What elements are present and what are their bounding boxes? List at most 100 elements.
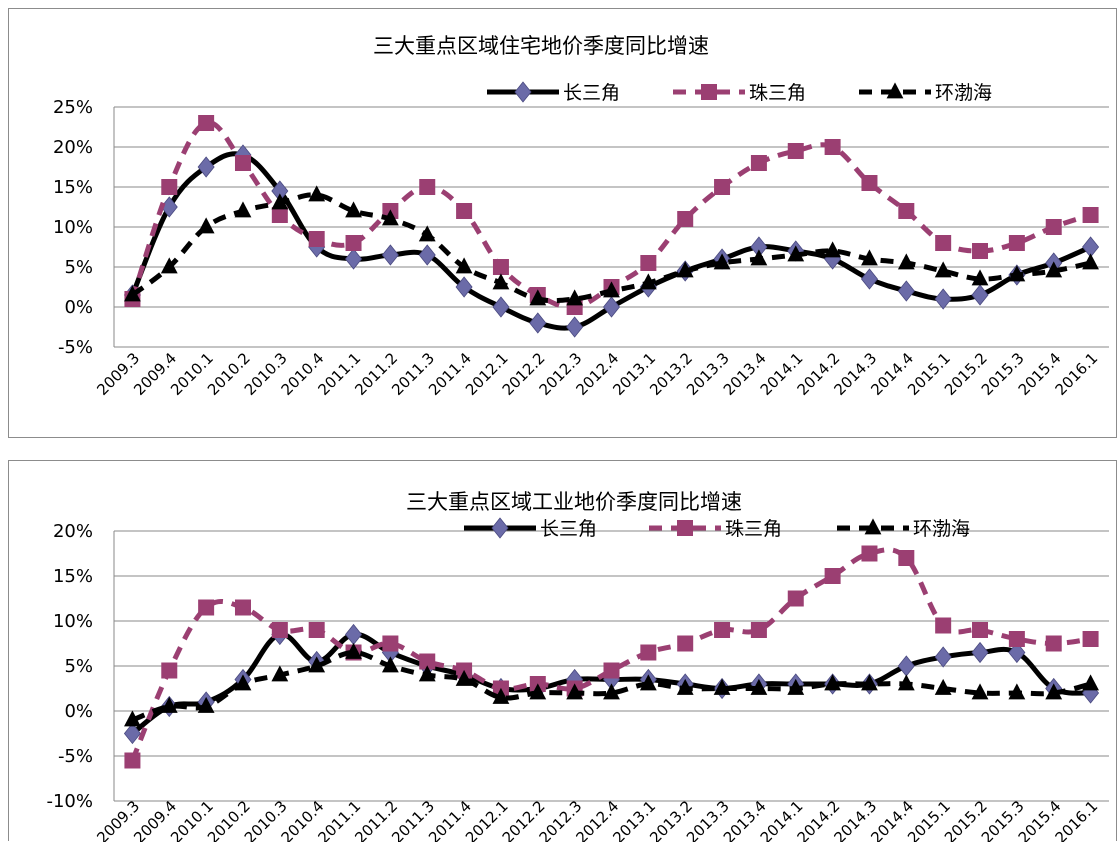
data-point-square xyxy=(419,653,436,670)
data-point-square xyxy=(714,622,731,638)
data-point-diamond xyxy=(1008,641,1026,664)
data-point-triangle xyxy=(934,678,952,695)
data-point-diamond xyxy=(492,296,510,318)
data-point-triangle xyxy=(566,289,584,306)
data-point-square xyxy=(271,207,288,223)
data-point-triangle xyxy=(455,669,473,686)
data-point-square xyxy=(750,622,767,638)
x-axis: 2009.32009.42010.12010.22010.32010.42011… xyxy=(93,797,1101,842)
y-tick-label: -5% xyxy=(58,746,93,767)
data-point-diamond xyxy=(123,722,141,745)
data-point-square xyxy=(345,235,362,251)
data-point-square xyxy=(234,155,251,171)
data-point-square xyxy=(1045,635,1062,652)
series-1 xyxy=(123,144,1100,338)
y-tick-label: 15% xyxy=(53,177,93,198)
legend-label: 长三角 xyxy=(563,82,620,104)
data-point-triangle xyxy=(124,710,141,727)
series-line xyxy=(131,650,1092,723)
data-point-triangle xyxy=(713,678,731,695)
data-point-square xyxy=(234,599,251,616)
data-point-square xyxy=(640,644,657,661)
data-point-triangle xyxy=(234,201,252,218)
data-point-triangle xyxy=(861,249,878,266)
data-point-square xyxy=(972,622,989,638)
y-tick-label: 5% xyxy=(64,257,93,278)
data-point-triangle xyxy=(381,656,399,673)
data-point-triangle xyxy=(418,665,436,682)
data-point-square xyxy=(972,243,989,259)
data-point-square xyxy=(714,179,731,195)
data-point-triangle xyxy=(824,674,842,691)
data-point-triangle xyxy=(639,674,657,691)
data-point-diamond xyxy=(897,280,915,302)
data-point-triangle xyxy=(886,82,904,99)
data-point-diamond xyxy=(897,655,915,677)
y-tick-label: 0% xyxy=(64,701,93,722)
y-tick-label: 10% xyxy=(53,611,93,632)
data-point-triangle xyxy=(197,217,215,234)
data-point-square xyxy=(640,255,657,271)
data-point-square xyxy=(750,155,767,171)
data-point-triangle xyxy=(271,193,289,210)
data-point-triangle xyxy=(713,253,731,270)
data-point-triangle xyxy=(160,257,178,274)
chart-title: 三大重点区域住宅地价季度同比增速 xyxy=(373,34,709,58)
y-tick-label: -5% xyxy=(58,337,93,358)
data-point-triangle xyxy=(639,273,657,290)
data-point-triangle xyxy=(787,245,805,262)
data-point-triangle xyxy=(381,209,399,226)
y-tick-label: 20% xyxy=(53,137,93,158)
data-point-triangle xyxy=(750,249,768,266)
data-point-triangle xyxy=(676,678,694,695)
chart-title: 三大重点区域工业地价季度同比增速 xyxy=(406,490,742,514)
data-point-triangle xyxy=(787,678,805,695)
data-point-square xyxy=(271,622,288,638)
data-point-triangle xyxy=(455,257,473,274)
x-axis: 2009.32009.42010.12010.22010.32010.42011… xyxy=(93,349,1101,399)
data-point-triangle xyxy=(234,674,252,691)
data-point-square xyxy=(1082,207,1099,223)
data-point-square xyxy=(382,635,399,652)
y-tick-label: 10% xyxy=(53,217,93,238)
legend: 长三角 珠三角 环渤海 xyxy=(487,81,992,104)
data-point-triangle xyxy=(897,674,915,691)
data-point-triangle xyxy=(1082,674,1099,691)
industrial-land-price-chart: 三大重点区域工业地价季度同比增速 -10% -5% 0% 5% 10% 15% 20% 200… xyxy=(46,490,1109,842)
y-tick-label: 15% xyxy=(53,566,93,587)
data-point-square xyxy=(1008,235,1025,251)
data-point-square xyxy=(935,617,952,634)
data-point-square xyxy=(1045,219,1062,235)
series-3 xyxy=(124,642,1099,727)
y-axis: -10% -5% 0% 5% 10% 15% 20% xyxy=(46,521,93,812)
data-point-triangle xyxy=(934,261,952,278)
data-point-square xyxy=(308,622,325,638)
data-point-diamond xyxy=(418,244,436,266)
data-point-square xyxy=(677,635,694,652)
data-point-triangle xyxy=(345,642,362,659)
data-point-triangle xyxy=(603,281,620,298)
data-point-diamond xyxy=(491,517,509,539)
data-point-triangle xyxy=(566,683,584,700)
data-point-diamond xyxy=(529,312,547,334)
data-point-triangle xyxy=(529,683,547,700)
data-point-square xyxy=(492,259,509,275)
data-point-square xyxy=(898,203,915,219)
legend-label: 环渤海 xyxy=(935,82,992,104)
data-point-triangle xyxy=(308,185,326,202)
data-point-diamond xyxy=(971,284,989,306)
data-point-triangle xyxy=(529,289,547,306)
data-point-triangle xyxy=(160,696,178,713)
data-point-diamond xyxy=(197,156,215,178)
data-point-triangle xyxy=(492,273,510,290)
data-point-square xyxy=(603,662,620,679)
data-point-triangle xyxy=(1008,683,1026,700)
data-point-square xyxy=(161,662,178,679)
data-point-triangle xyxy=(418,225,436,242)
data-point-triangle xyxy=(864,518,882,535)
data-point-triangle xyxy=(345,201,362,218)
data-point-triangle xyxy=(1045,261,1063,278)
data-point-triangle xyxy=(1008,265,1026,282)
series-2 xyxy=(124,115,1099,315)
data-point-diamond xyxy=(514,81,532,103)
